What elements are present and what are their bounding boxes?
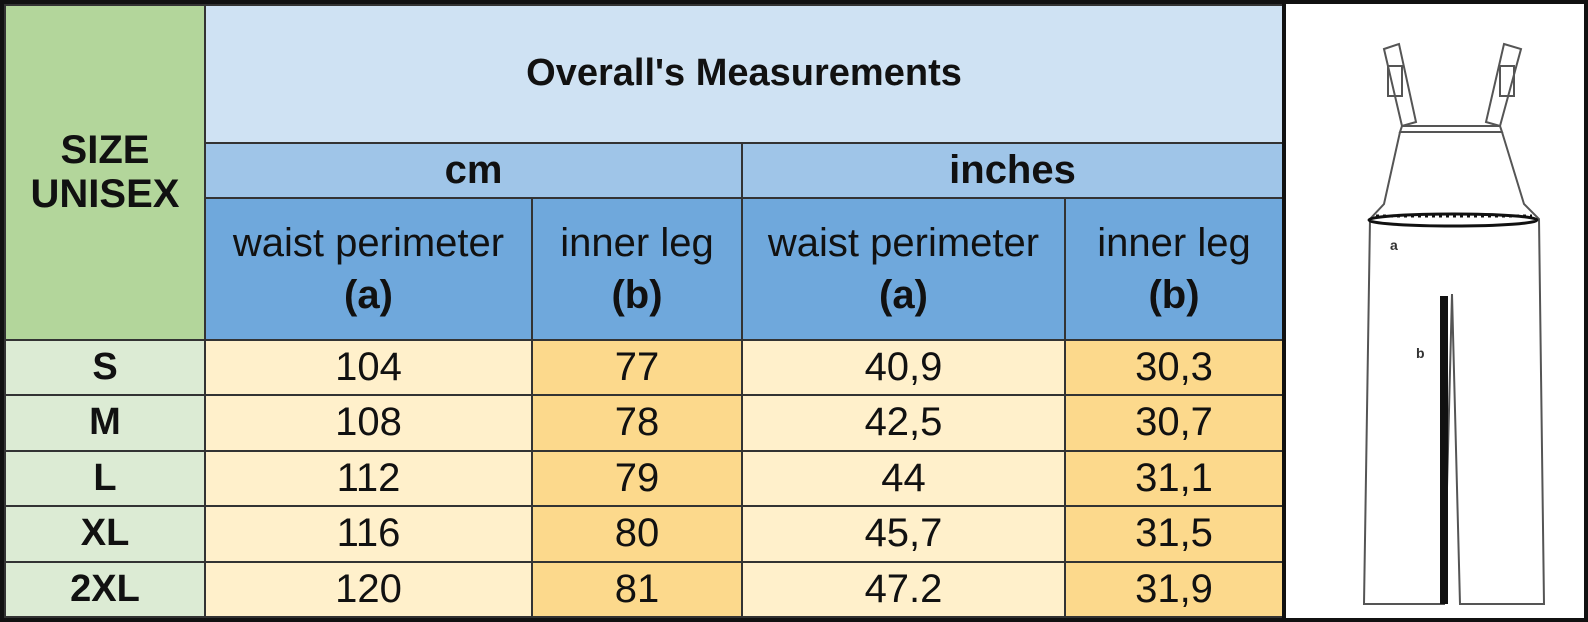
column-header: waist perimeter (a) bbox=[204, 197, 533, 341]
measure-cell: 30,7 bbox=[1063, 394, 1285, 452]
measure-cell: 81 bbox=[531, 560, 743, 618]
label-b: b bbox=[1416, 345, 1425, 361]
measure-cell: 40,9 bbox=[741, 338, 1066, 397]
column-key: (b) bbox=[611, 272, 663, 317]
column-key: (b) bbox=[1148, 272, 1200, 317]
column-label: inner leg bbox=[560, 220, 714, 265]
measure-cell: 31,1 bbox=[1063, 449, 1285, 508]
column-header: inner leg (b) bbox=[531, 197, 743, 341]
size-cell: M bbox=[4, 394, 206, 452]
table-row: XL 116 80 45,7 31,5 bbox=[4, 505, 1285, 563]
table-row: S 104 77 40,9 30,3 bbox=[4, 338, 1285, 397]
unit-header: cm bbox=[204, 141, 743, 200]
unit-header: inches bbox=[740, 141, 1285, 200]
column-label: inner leg bbox=[1097, 220, 1251, 265]
size-cell: 2XL bbox=[4, 560, 206, 618]
measure-cell: 80 bbox=[531, 505, 743, 563]
measure-cell: 77 bbox=[531, 338, 743, 397]
size-table: SIZE UNISEX Overall's Measurements cm in… bbox=[4, 4, 1285, 618]
measure-cell: 45,7 bbox=[741, 505, 1066, 563]
size-cell: S bbox=[4, 338, 206, 397]
column-header: inner leg (b) bbox=[1063, 197, 1285, 341]
measure-cell: 30,3 bbox=[1063, 338, 1285, 397]
measure-cell: 104 bbox=[204, 338, 533, 397]
column-label: waist perimeter bbox=[767, 220, 1040, 265]
measure-cell: 79 bbox=[531, 449, 743, 508]
column-key: (a) bbox=[879, 272, 928, 317]
measure-cell: 108 bbox=[204, 394, 533, 452]
table-row: 2XL 120 81 47.2 31,9 bbox=[4, 560, 1285, 618]
table-title: Overall's Measurements bbox=[203, 4, 1285, 144]
measure-cell: 112 bbox=[204, 449, 533, 508]
measure-cell: 42,5 bbox=[741, 394, 1066, 452]
measure-cell: 47.2 bbox=[741, 560, 1066, 618]
column-key: (a) bbox=[344, 272, 393, 317]
measure-cell: 44 bbox=[741, 449, 1066, 508]
divider bbox=[1282, 4, 1286, 618]
overalls-figure: a b bbox=[1362, 42, 1546, 605]
measure-cell: 116 bbox=[204, 505, 533, 563]
label-a: a bbox=[1390, 237, 1398, 253]
column-label: waist perimeter bbox=[232, 220, 505, 265]
measure-cell: 31,5 bbox=[1063, 505, 1285, 563]
size-cell: XL bbox=[4, 505, 206, 563]
measure-cell: 78 bbox=[531, 394, 743, 452]
size-header: SIZE UNISEX bbox=[4, 4, 206, 341]
table-row: L 112 79 44 31,1 bbox=[4, 449, 1285, 508]
measure-cell: 120 bbox=[204, 560, 533, 618]
column-header: waist perimeter (a) bbox=[741, 197, 1066, 341]
table-row: M 108 78 42,5 30,7 bbox=[4, 394, 1285, 452]
size-cell: L bbox=[4, 449, 206, 508]
measure-cell: 31,9 bbox=[1063, 560, 1285, 618]
